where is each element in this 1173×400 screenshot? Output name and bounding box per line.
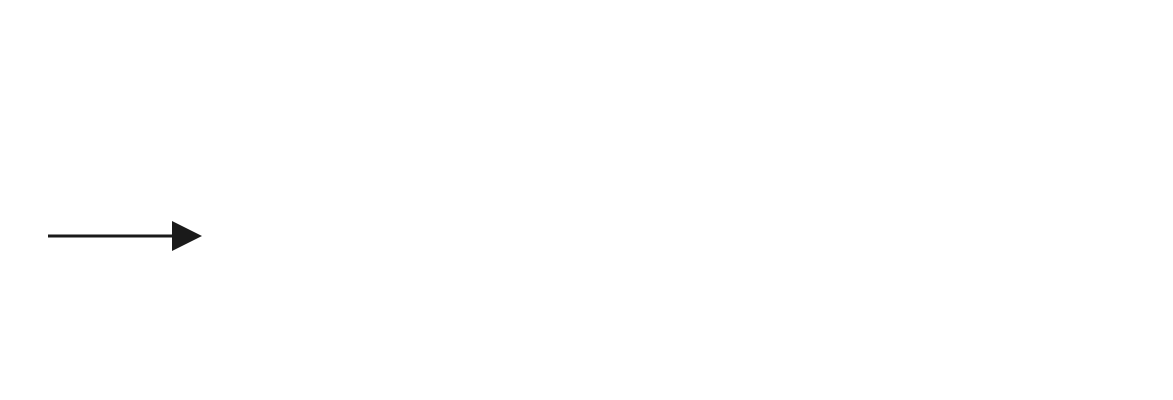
pulmonary-vessel-diagram <box>48 221 202 251</box>
